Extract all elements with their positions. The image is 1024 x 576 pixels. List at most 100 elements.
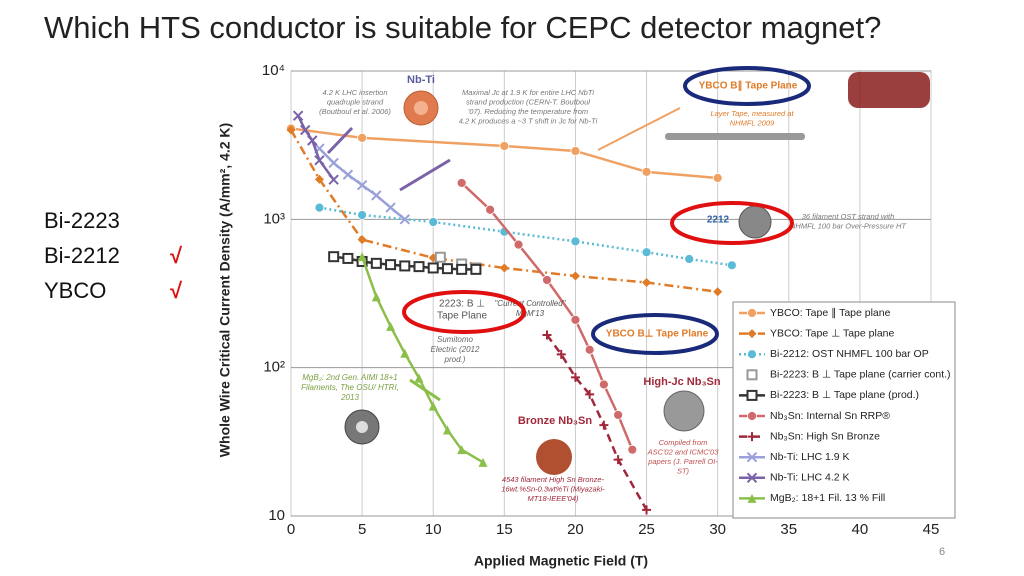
legend-label: YBCO: Tape ⊥ Tape plane <box>770 327 894 339</box>
annotation: ST) <box>677 466 690 475</box>
marker <box>314 174 324 184</box>
marker <box>428 401 438 411</box>
marker <box>456 178 467 188</box>
series-line <box>289 129 718 293</box>
marker <box>747 493 757 503</box>
marker <box>746 389 758 401</box>
legend <box>732 301 956 519</box>
x-tick-label: 15 <box>496 521 513 538</box>
x-axis-label: Applied Magnetic Field (T) <box>474 553 648 569</box>
marker <box>427 262 439 274</box>
annotation: Nb-Ti <box>407 74 435 86</box>
annotation: 16wt.%Sn-0.3wt%Ti (Miyazaki- <box>501 484 605 493</box>
marker <box>470 263 482 275</box>
x-tick-label: 40 <box>852 521 869 538</box>
marker <box>712 173 723 183</box>
marker <box>292 110 304 121</box>
marker <box>328 157 339 169</box>
highlight-oval <box>402 290 526 334</box>
annotation: NHMFL 100 bar Over-Pressure HT <box>790 221 907 230</box>
marker <box>684 254 695 264</box>
annotation: 4.2 K produces a ~3 T shift in Jc for Nb… <box>459 116 598 125</box>
marker <box>342 252 354 264</box>
series-line <box>319 206 733 267</box>
marker <box>642 278 652 288</box>
marker <box>747 349 757 360</box>
strand-icon <box>738 205 772 239</box>
logo <box>848 72 930 108</box>
annotation: 36 filament OST strand with <box>802 212 895 221</box>
x-tick-label: 5 <box>358 521 366 538</box>
legend-label: Bi-2223: B ⊥ Tape plane (carrier cont.) <box>770 369 951 381</box>
legend-label: YBCO: Tape ∥ Tape plane <box>770 307 891 319</box>
marker <box>441 263 453 275</box>
marker <box>385 202 396 213</box>
annotation: Tape Plane <box>437 311 487 322</box>
marker <box>556 349 566 359</box>
annotation: MgM'13 <box>516 309 545 318</box>
marker <box>599 420 609 430</box>
marker <box>434 251 446 263</box>
annotation: Layer Tape, measured at <box>710 109 794 118</box>
marker <box>641 166 652 177</box>
marker <box>499 263 509 273</box>
marker <box>746 472 758 484</box>
marker <box>570 372 580 382</box>
marker <box>746 369 758 381</box>
marker <box>726 260 737 271</box>
marker <box>478 457 488 467</box>
marker <box>357 132 368 143</box>
y-tick-label: 10² <box>263 359 285 376</box>
annotation: 4.2 K LHC insertion <box>322 88 387 97</box>
marker <box>356 179 368 191</box>
annotation: prod.) <box>444 355 466 364</box>
page-number: 6 <box>939 546 945 558</box>
x-tick-label: 0 <box>287 521 295 538</box>
annotation: Filaments, The OSU/ HTRI, <box>301 383 399 392</box>
legend-label: Bi-2223: B ⊥ Tape plane (prod.) <box>770 389 919 401</box>
y-tick-label: 10³ <box>263 210 285 227</box>
annotation: ASC'02 and ICMC'03 <box>647 447 720 456</box>
marker <box>357 210 368 220</box>
list-item: Bi-2223 <box>44 208 120 233</box>
marker <box>328 251 340 263</box>
slide-title: Which HTS conductor is suitable for CEPC… <box>44 10 881 45</box>
marker <box>613 455 623 465</box>
legend-label: Bi-2212: OST NHMFL 100 bar OP <box>770 348 929 360</box>
annotation: High-Jc Nb₃Sn <box>643 376 720 388</box>
marker <box>598 379 609 390</box>
marker <box>746 451 758 463</box>
annotation: 2212 <box>707 215 730 226</box>
marker <box>485 204 496 215</box>
list-item: Bi-2212 <box>44 243 120 268</box>
marker <box>399 214 410 225</box>
annotation: papers (J. Parrell OI- <box>647 457 718 466</box>
chart: 0 5 10 15 20 25 30 35 40 45 10 10² 10³ 10⁴ Applied Mag… <box>217 62 956 569</box>
annotation: Bronze Nb₃Sn <box>518 415 592 427</box>
x-tick-label: 20 <box>567 521 584 538</box>
marker <box>613 410 624 420</box>
marker <box>307 135 318 146</box>
strand-icon <box>536 439 572 475</box>
arrow <box>399 158 451 192</box>
arrow <box>326 126 354 155</box>
marker <box>542 275 552 285</box>
marker <box>747 329 757 339</box>
marker <box>747 308 757 318</box>
strand-icon <box>414 101 428 115</box>
highlight-oval <box>683 66 811 106</box>
annotation: Electric (2012 <box>431 345 480 354</box>
marker <box>542 330 552 340</box>
marker <box>357 235 367 245</box>
annotation: 2223: B ⊥ <box>439 299 485 310</box>
series-line <box>290 127 718 180</box>
annotation: (Boutboul et al. 2006) <box>319 107 391 116</box>
highlight-oval <box>670 201 794 245</box>
list-item: YBCO <box>44 278 106 303</box>
annotation: 4543 filament High Sn Bronze- <box>502 475 605 484</box>
marker <box>585 389 595 399</box>
annotation: Compiled from <box>659 438 708 447</box>
marker <box>300 124 311 136</box>
marker <box>457 445 467 455</box>
marker <box>328 174 339 185</box>
